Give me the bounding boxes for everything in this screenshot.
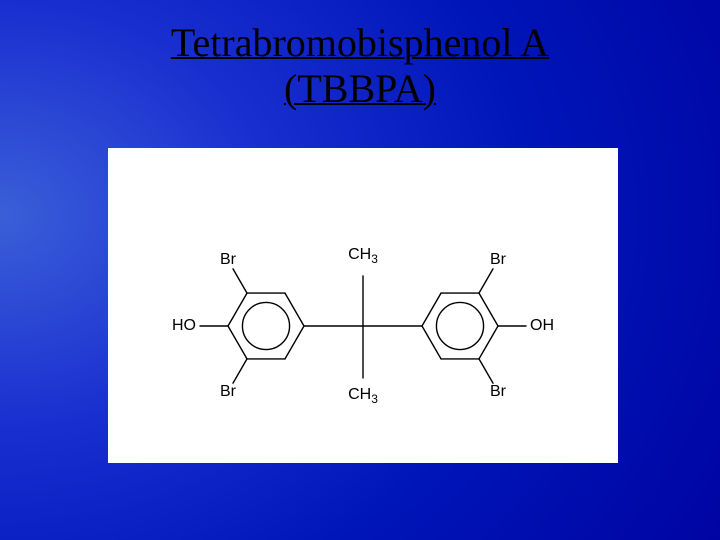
label-ch3-top: CH3 bbox=[348, 246, 378, 266]
label-oh-right: OH bbox=[530, 317, 554, 335]
title-line-1: Tetrabromobisphenol A bbox=[171, 20, 549, 65]
chemical-structure-diagram: HO OH Br Br Br Br CH3 CH3 bbox=[108, 148, 618, 463]
label-br-top-right: Br bbox=[490, 251, 506, 269]
label-br-bottom-left: Br bbox=[220, 383, 236, 401]
label-ch3-bottom: CH3 bbox=[348, 386, 378, 406]
label-ho-left: HO bbox=[172, 317, 196, 335]
structure-svg bbox=[108, 148, 618, 463]
title-line-2: (TBBPA) bbox=[284, 66, 436, 111]
slide-title: Tetrabromobisphenol A (TBBPA) bbox=[0, 20, 720, 112]
label-br-bottom-right: Br bbox=[490, 383, 506, 401]
label-br-top-left: Br bbox=[220, 251, 236, 269]
